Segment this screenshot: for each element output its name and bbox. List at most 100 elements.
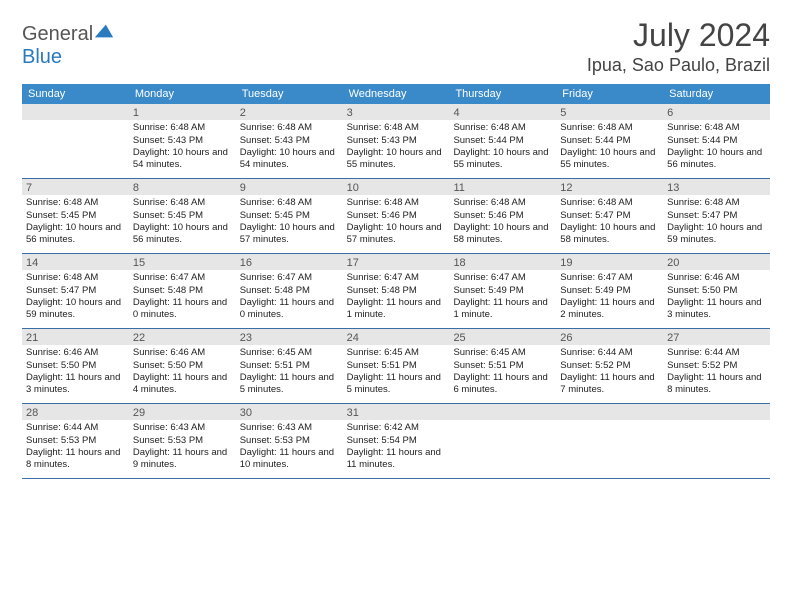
day-body: Sunrise: 6:43 AMSunset: 5:53 PMDaylight:… (236, 420, 343, 475)
day-number: 2 (236, 104, 343, 120)
daylight-text: Daylight: 11 hours and 3 minutes. (26, 372, 125, 397)
day-body: Sunrise: 6:48 AMSunset: 5:47 PMDaylight:… (556, 195, 663, 250)
day-cell: 18Sunrise: 6:47 AMSunset: 5:49 PMDayligh… (449, 254, 556, 328)
day-number: 10 (343, 179, 450, 195)
location-label: Ipua, Sao Paulo, Brazil (587, 55, 770, 76)
logo-text-1: General (22, 23, 93, 45)
sunset-text: Sunset: 5:47 PM (560, 210, 659, 222)
week-row: 1Sunrise: 6:48 AMSunset: 5:43 PMDaylight… (22, 104, 770, 179)
day-number: 4 (449, 104, 556, 120)
sunrise-text: Sunrise: 6:48 AM (560, 197, 659, 209)
day-cell: 11Sunrise: 6:48 AMSunset: 5:46 PMDayligh… (449, 179, 556, 253)
sunset-text: Sunset: 5:48 PM (347, 285, 446, 297)
daylight-text: Daylight: 10 hours and 58 minutes. (560, 222, 659, 247)
sunrise-text: Sunrise: 6:45 AM (347, 347, 446, 359)
sunrise-text: Sunrise: 6:48 AM (240, 197, 339, 209)
daylight-text: Daylight: 11 hours and 6 minutes. (453, 372, 552, 397)
sunset-text: Sunset: 5:53 PM (240, 435, 339, 447)
day-number: 8 (129, 179, 236, 195)
dow-tuesday: Tuesday (236, 84, 343, 104)
day-number: 6 (663, 104, 770, 120)
day-number: 22 (129, 329, 236, 345)
day-body: Sunrise: 6:45 AMSunset: 5:51 PMDaylight:… (343, 345, 450, 400)
day-number: 11 (449, 179, 556, 195)
day-cell: 20Sunrise: 6:46 AMSunset: 5:50 PMDayligh… (663, 254, 770, 328)
dow-friday: Friday (556, 84, 663, 104)
week-row: 28Sunrise: 6:44 AMSunset: 5:53 PMDayligh… (22, 404, 770, 479)
sunset-text: Sunset: 5:49 PM (453, 285, 552, 297)
day-body: Sunrise: 6:47 AMSunset: 5:49 PMDaylight:… (449, 270, 556, 325)
day-number: 3 (343, 104, 450, 120)
daylight-text: Daylight: 11 hours and 8 minutes. (26, 447, 125, 472)
daylight-text: Daylight: 11 hours and 3 minutes. (667, 297, 766, 322)
sunset-text: Sunset: 5:53 PM (26, 435, 125, 447)
day-cell: 4Sunrise: 6:48 AMSunset: 5:44 PMDaylight… (449, 104, 556, 178)
sunrise-text: Sunrise: 6:48 AM (26, 272, 125, 284)
day-cell: 9Sunrise: 6:48 AMSunset: 5:45 PMDaylight… (236, 179, 343, 253)
sunset-text: Sunset: 5:45 PM (133, 210, 232, 222)
day-body: Sunrise: 6:48 AMSunset: 5:44 PMDaylight:… (449, 120, 556, 175)
logo: General Blue (22, 18, 115, 69)
day-cell: 7Sunrise: 6:48 AMSunset: 5:45 PMDaylight… (22, 179, 129, 253)
day-cell: 28Sunrise: 6:44 AMSunset: 5:53 PMDayligh… (22, 404, 129, 478)
day-number: 23 (236, 329, 343, 345)
logo-text: General Blue (22, 22, 115, 69)
day-cell: 24Sunrise: 6:45 AMSunset: 5:51 PMDayligh… (343, 329, 450, 403)
daylight-text: Daylight: 10 hours and 54 minutes. (240, 147, 339, 172)
day-body: Sunrise: 6:48 AMSunset: 5:44 PMDaylight:… (663, 120, 770, 175)
daylight-text: Daylight: 11 hours and 1 minute. (347, 297, 446, 322)
sunset-text: Sunset: 5:52 PM (560, 360, 659, 372)
daylight-text: Daylight: 11 hours and 0 minutes. (240, 297, 339, 322)
day-body: Sunrise: 6:48 AMSunset: 5:46 PMDaylight:… (449, 195, 556, 250)
day-number: 14 (22, 254, 129, 270)
week-row: 7Sunrise: 6:48 AMSunset: 5:45 PMDaylight… (22, 179, 770, 254)
day-cell: 29Sunrise: 6:43 AMSunset: 5:53 PMDayligh… (129, 404, 236, 478)
sunset-text: Sunset: 5:43 PM (347, 135, 446, 147)
day-cell: 14Sunrise: 6:48 AMSunset: 5:47 PMDayligh… (22, 254, 129, 328)
weeks-container: 1Sunrise: 6:48 AMSunset: 5:43 PMDaylight… (22, 104, 770, 479)
sunrise-text: Sunrise: 6:48 AM (560, 122, 659, 134)
day-number: 24 (343, 329, 450, 345)
day-body: Sunrise: 6:48 AMSunset: 5:43 PMDaylight:… (236, 120, 343, 175)
sunset-text: Sunset: 5:43 PM (133, 135, 232, 147)
day-of-week-header: Sunday Monday Tuesday Wednesday Thursday… (22, 84, 770, 104)
day-number: 26 (556, 329, 663, 345)
day-number: 31 (343, 404, 450, 420)
daylight-text: Daylight: 10 hours and 59 minutes. (667, 222, 766, 247)
day-body: Sunrise: 6:45 AMSunset: 5:51 PMDaylight:… (449, 345, 556, 400)
day-number: 17 (343, 254, 450, 270)
sunset-text: Sunset: 5:45 PM (26, 210, 125, 222)
day-number: 13 (663, 179, 770, 195)
day-body: Sunrise: 6:48 AMSunset: 5:47 PMDaylight:… (663, 195, 770, 250)
logo-text-2: Blue (22, 46, 62, 68)
sunset-text: Sunset: 5:50 PM (26, 360, 125, 372)
day-body: Sunrise: 6:48 AMSunset: 5:43 PMDaylight:… (343, 120, 450, 175)
day-cell: 13Sunrise: 6:48 AMSunset: 5:47 PMDayligh… (663, 179, 770, 253)
sunset-text: Sunset: 5:43 PM (240, 135, 339, 147)
day-body: Sunrise: 6:48 AMSunset: 5:45 PMDaylight:… (236, 195, 343, 250)
day-cell: 6Sunrise: 6:48 AMSunset: 5:44 PMDaylight… (663, 104, 770, 178)
sunset-text: Sunset: 5:46 PM (453, 210, 552, 222)
day-number (449, 404, 556, 420)
sunrise-text: Sunrise: 6:45 AM (240, 347, 339, 359)
day-body: Sunrise: 6:47 AMSunset: 5:48 PMDaylight:… (343, 270, 450, 325)
daylight-text: Daylight: 11 hours and 8 minutes. (667, 372, 766, 397)
day-number: 20 (663, 254, 770, 270)
daylight-text: Daylight: 11 hours and 9 minutes. (133, 447, 232, 472)
logo-triangle-icon (93, 22, 115, 40)
day-cell: 16Sunrise: 6:47 AMSunset: 5:48 PMDayligh… (236, 254, 343, 328)
sunrise-text: Sunrise: 6:44 AM (560, 347, 659, 359)
sunrise-text: Sunrise: 6:47 AM (240, 272, 339, 284)
sunset-text: Sunset: 5:49 PM (560, 285, 659, 297)
sunrise-text: Sunrise: 6:48 AM (667, 197, 766, 209)
day-cell: 27Sunrise: 6:44 AMSunset: 5:52 PMDayligh… (663, 329, 770, 403)
sunrise-text: Sunrise: 6:47 AM (453, 272, 552, 284)
calendar-page: General Blue July 2024 Ipua, Sao Paulo, … (0, 0, 792, 479)
daylight-text: Daylight: 11 hours and 7 minutes. (560, 372, 659, 397)
sunrise-text: Sunrise: 6:48 AM (347, 197, 446, 209)
day-cell: 19Sunrise: 6:47 AMSunset: 5:49 PMDayligh… (556, 254, 663, 328)
day-body: Sunrise: 6:48 AMSunset: 5:45 PMDaylight:… (22, 195, 129, 250)
day-number (663, 404, 770, 420)
day-number: 1 (129, 104, 236, 120)
sunset-text: Sunset: 5:44 PM (453, 135, 552, 147)
